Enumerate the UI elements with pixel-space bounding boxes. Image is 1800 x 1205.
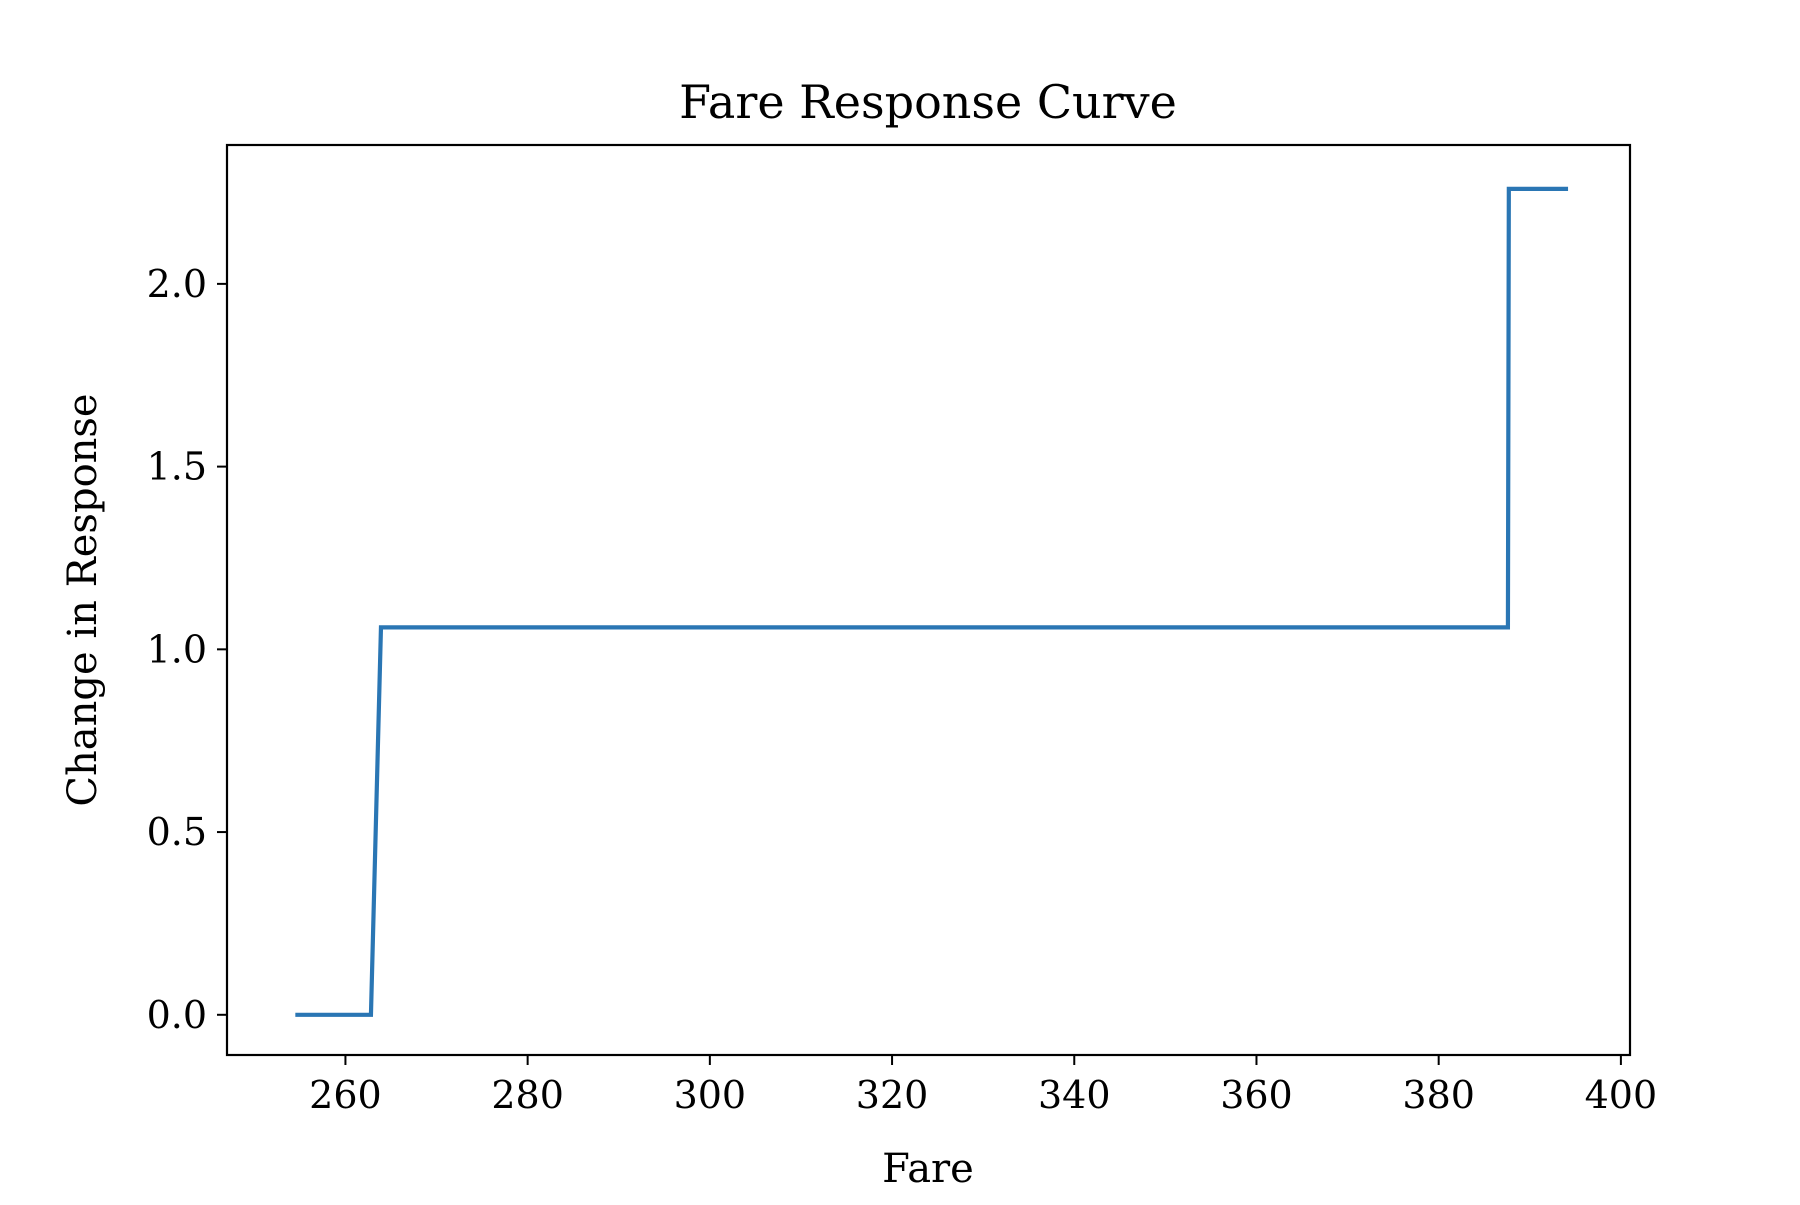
plot-frame — [225, 143, 1632, 1057]
y-tick-label: 0.5 — [147, 810, 207, 854]
series-line-0 — [295, 186, 1569, 1017]
y-axis-label: Change in Response — [60, 393, 106, 806]
series-layer — [295, 186, 1569, 1017]
x-tick-label: 360 — [1220, 1073, 1293, 1117]
y-tick-label: 2.0 — [147, 262, 207, 306]
x-tick-label: 400 — [1585, 1073, 1658, 1117]
chart-title: Fare Response Curve — [679, 75, 1177, 129]
x-tick-label: 340 — [1038, 1073, 1111, 1117]
x-axis-ticks: 260 280 300 320 340 360 380 400 — [309, 1055, 1657, 1117]
x-tick-label: 280 — [491, 1073, 564, 1117]
y-tick-label: 0.0 — [147, 993, 207, 1037]
x-tick-label: 260 — [309, 1073, 382, 1117]
y-axis-ticks: 0.0 0.5 1.0 1.5 2.0 — [147, 262, 227, 1037]
x-tick-label: 320 — [856, 1073, 929, 1117]
y-tick-label: 1.0 — [147, 627, 207, 671]
x-tick-label: 380 — [1402, 1073, 1475, 1117]
x-tick-label: 300 — [674, 1073, 747, 1117]
x-axis-label: Fare — [882, 1146, 974, 1192]
y-tick-label: 1.5 — [147, 445, 207, 489]
